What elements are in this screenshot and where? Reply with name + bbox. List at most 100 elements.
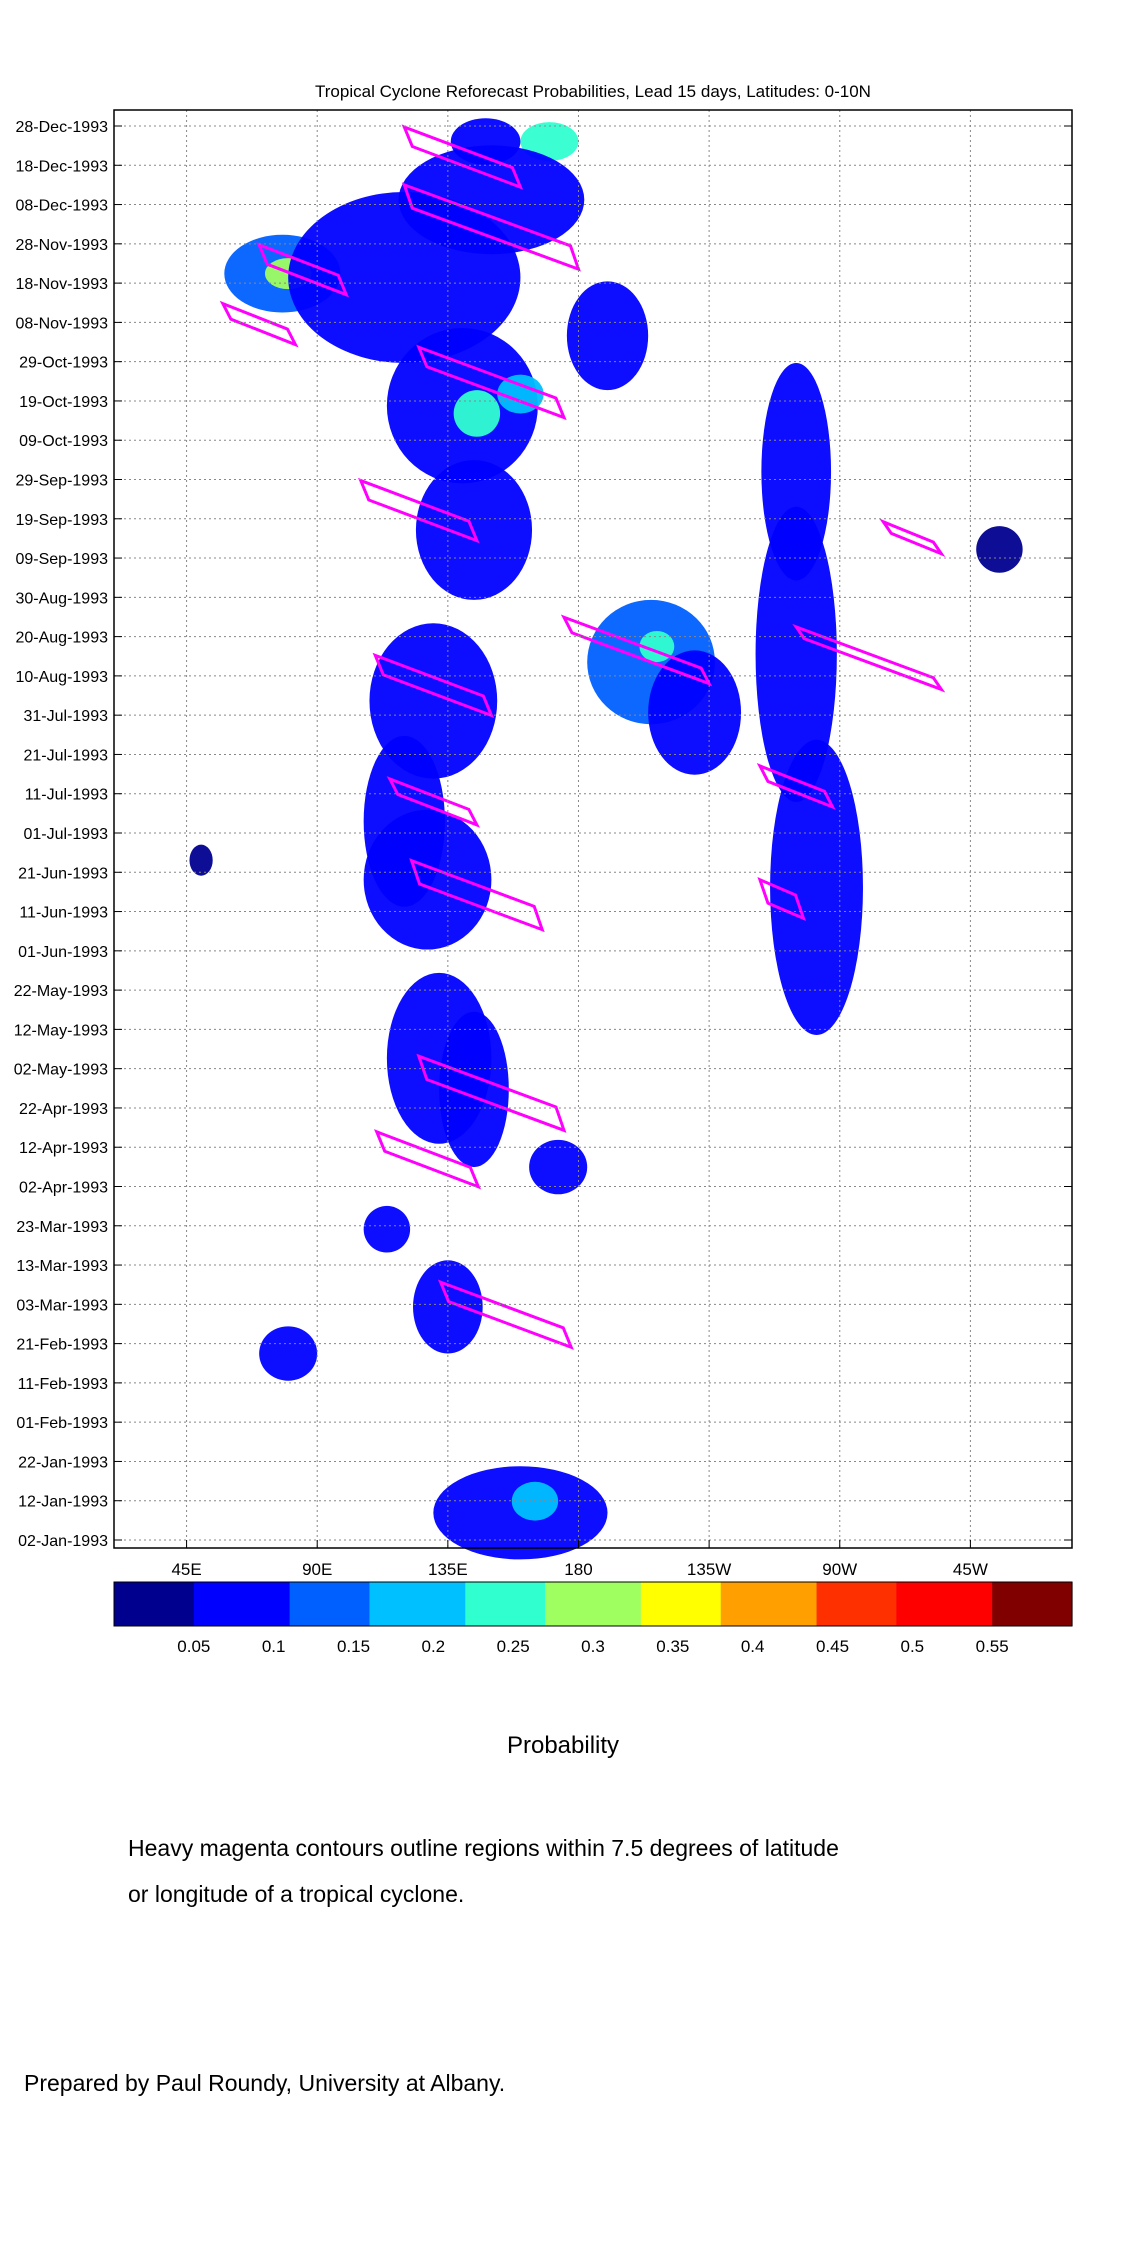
probability-blob <box>439 1011 509 1168</box>
cyclone-contour <box>757 877 806 922</box>
x-tick-label: 90W <box>822 1560 857 1579</box>
y-tick-label: 12-May-1993 <box>14 1022 108 1039</box>
colorbar-tick-label: 0.2 <box>422 1637 446 1656</box>
colorbar-tick-label: 0.35 <box>656 1637 689 1656</box>
colorbar-segment <box>608 1582 626 1626</box>
colorbar-frame <box>113 1581 1073 1627</box>
y-tick-label: 03-Mar-1993 <box>16 1297 108 1314</box>
colorbar-tick-label: 0.55 <box>976 1637 1009 1656</box>
colorbar-segment <box>832 1582 850 1626</box>
colorbar-segment <box>545 1582 562 1626</box>
y-tick-label: 01-Feb-1993 <box>16 1415 108 1432</box>
x-tick-label: 45E <box>171 1560 201 1579</box>
colorbar-segment <box>369 1582 387 1626</box>
colorbar-segment <box>129 1582 147 1626</box>
colorbar-segment <box>449 1582 466 1626</box>
y-tick-label: 02-Apr-1993 <box>19 1180 108 1197</box>
y-tick-label: 28-Dec-1993 <box>16 119 109 136</box>
probability-blob <box>529 1139 588 1195</box>
cyclone-contour <box>416 344 567 421</box>
colorbar-segment <box>385 1582 402 1626</box>
colorbar-segment <box>161 1582 179 1626</box>
colorbar-segment <box>114 1582 131 1626</box>
probability-blob <box>755 506 837 802</box>
y-tick-label: 18-Dec-1993 <box>16 158 109 175</box>
colorbar-segment <box>225 1582 243 1626</box>
colorbar-segment <box>816 1582 834 1626</box>
colorbar-tick-label: 0.1 <box>262 1637 286 1656</box>
x-tick-label: 135W <box>687 1560 731 1579</box>
y-tick-label: 31-Jul-1993 <box>24 708 109 725</box>
probability-blob <box>566 281 649 391</box>
y-tick-label: 22-May-1993 <box>14 983 108 1000</box>
colorbar-segment <box>577 1582 594 1626</box>
y-tick-label: 11-Jul-1993 <box>25 787 108 804</box>
cyclone-contour <box>374 1129 482 1190</box>
y-tick-label: 02-May-1993 <box>14 1062 108 1079</box>
probability-blob <box>453 390 501 437</box>
colorbar-segment <box>513 1582 530 1626</box>
y-tick-label: 10-Aug-1993 <box>15 669 108 686</box>
y-tick-label: 22-Jan-1993 <box>18 1454 108 1471</box>
colorbar-segment <box>289 1582 307 1626</box>
cyclone-contour <box>372 652 495 719</box>
colorbar-segment <box>672 1582 690 1626</box>
colorbar-segment <box>321 1582 339 1626</box>
colorbar-segment <box>417 1582 434 1626</box>
colorbar-segment <box>800 1582 818 1626</box>
colorbar-segment <box>736 1582 754 1626</box>
colorbar-segment <box>1008 1582 1025 1626</box>
probability-blob <box>189 844 213 876</box>
cyclone-contour <box>401 124 524 190</box>
colorbar-segment <box>640 1582 658 1626</box>
colorbar-segment <box>1056 1582 1073 1626</box>
y-tick-label: 12-Jan-1993 <box>18 1494 108 1511</box>
y-tick-label: 09-Sep-1993 <box>15 551 108 568</box>
colorbar-segment <box>864 1582 881 1626</box>
colorbar-segment <box>720 1582 738 1626</box>
cyclone-contour <box>358 477 480 544</box>
colorbar-segment <box>656 1582 674 1626</box>
x-tick-label: 45W <box>953 1560 988 1579</box>
colorbar-segment <box>257 1582 275 1626</box>
colorbar-segment <box>976 1582 993 1626</box>
colorbar-segment <box>177 1582 195 1626</box>
colorbar-segment <box>960 1582 977 1626</box>
cyclone-contour <box>560 614 713 687</box>
probability-blob <box>648 650 742 775</box>
x-tick-label: 180 <box>564 1560 592 1579</box>
colorbar-segment <box>193 1582 211 1626</box>
y-tick-label: 11-Jun-1993 <box>19 905 108 922</box>
y-tick-label: 12-Apr-1993 <box>19 1140 108 1157</box>
cyclone-contour <box>437 1279 574 1350</box>
probability-field <box>189 118 1023 1560</box>
colorbar-tick-label: 0.45 <box>816 1637 849 1656</box>
credit: Prepared by Paul Roundy, University at A… <box>24 2070 506 2096</box>
y-tick-label: 21-Jun-1993 <box>18 865 108 882</box>
chart-title: Tropical Cyclone Reforecast Probabilitie… <box>315 82 871 101</box>
colorbar-segment <box>704 1582 722 1626</box>
colorbar-ticks: 0.05 0.1 0.15 0.2 0.25 0.3 0.35 0.4 0.45 0.5 0.55 <box>177 1637 1008 1656</box>
probability-blob <box>976 526 1023 573</box>
y-tick-label: 23-Mar-1993 <box>16 1219 108 1236</box>
colorbar-tick-label: 0.4 <box>741 1637 765 1656</box>
colorbar-segment <box>768 1582 786 1626</box>
y-tick-label: 08-Nov-1993 <box>16 315 109 332</box>
colorbar-segment <box>497 1582 514 1626</box>
y-tick-label: 21-Feb-1993 <box>16 1337 108 1354</box>
colorbar-segment <box>912 1582 929 1626</box>
probability-blob <box>520 122 579 161</box>
y-tick-label: 08-Dec-1993 <box>16 198 109 215</box>
y-axis: 02-Jan-1993 12-Jan-1993 22-Jan-1993 01-Feb-… <box>14 119 1072 1550</box>
y-tick-label: 22-Apr-1993 <box>19 1101 108 1118</box>
cyclone-contour <box>256 242 349 298</box>
probability-blob <box>288 192 521 363</box>
cyclone-contour <box>401 182 581 272</box>
colorbar-segment <box>1040 1582 1057 1626</box>
probability-blob <box>497 374 544 414</box>
colorbar-segment <box>529 1582 546 1626</box>
colorbar-segment <box>593 1582 610 1626</box>
colorbar-segment <box>337 1582 355 1626</box>
y-tick-label: 19-Oct-1993 <box>19 394 108 411</box>
colorbar-segment <box>465 1582 482 1626</box>
